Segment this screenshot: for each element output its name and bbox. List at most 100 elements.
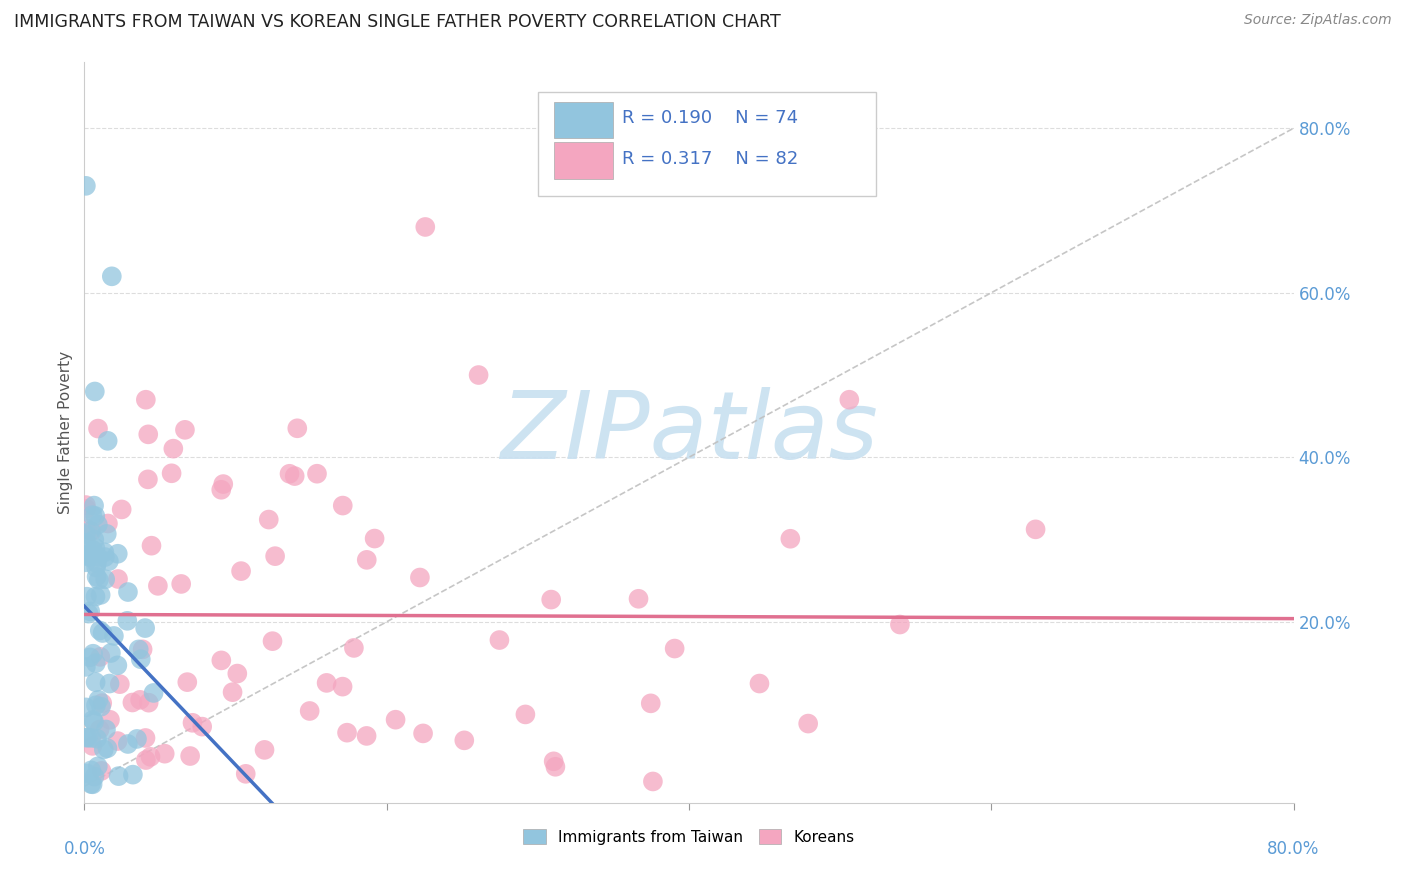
- Point: [86, 570, 108, 584]
- Point: [146, 579, 169, 593]
- Point: [226, 666, 249, 681]
- Point: [135, 392, 157, 407]
- Point: [356, 553, 378, 567]
- Point: [209, 483, 232, 497]
- Point: [142, 686, 165, 700]
- Point: [125, 731, 148, 746]
- FancyBboxPatch shape: [554, 102, 613, 138]
- Point: [153, 747, 176, 761]
- Point: [93, 545, 115, 559]
- Point: [111, 502, 134, 516]
- Point: [82, 777, 104, 791]
- Point: [101, 269, 124, 284]
- Point: [86, 556, 108, 570]
- Point: [84, 698, 107, 713]
- Point: [121, 696, 143, 710]
- Point: [98, 713, 121, 727]
- Point: [75, 502, 97, 516]
- Point: [82, 713, 104, 727]
- Point: [129, 652, 152, 666]
- Point: [488, 633, 510, 648]
- Point: [305, 467, 328, 481]
- Point: [453, 733, 475, 747]
- Point: [117, 585, 139, 599]
- Point: [94, 572, 117, 586]
- Point: [641, 774, 664, 789]
- Point: [93, 742, 115, 756]
- Point: [94, 723, 117, 737]
- Point: [96, 527, 118, 541]
- Point: [138, 696, 160, 710]
- Point: [76, 590, 98, 604]
- Point: [103, 629, 125, 643]
- Point: [170, 577, 193, 591]
- Point: [90, 699, 112, 714]
- Point: [117, 737, 139, 751]
- Point: [80, 777, 103, 791]
- Point: [96, 741, 118, 756]
- Text: R = 0.190    N = 74: R = 0.190 N = 74: [623, 109, 799, 127]
- Point: [315, 676, 337, 690]
- Point: [77, 731, 100, 745]
- Point: [748, 676, 770, 690]
- Point: [191, 720, 214, 734]
- Point: [76, 521, 98, 535]
- Point: [77, 549, 100, 564]
- FancyBboxPatch shape: [538, 92, 876, 195]
- Point: [83, 714, 105, 729]
- Point: [409, 570, 432, 584]
- Point: [97, 554, 120, 568]
- Point: [181, 715, 204, 730]
- Point: [75, 731, 97, 745]
- Point: [139, 749, 162, 764]
- Point: [87, 549, 110, 564]
- Point: [87, 759, 110, 773]
- Point: [75, 178, 97, 193]
- Point: [77, 547, 100, 561]
- Point: [89, 649, 111, 664]
- Point: [1025, 522, 1047, 536]
- Point: [229, 564, 252, 578]
- Point: [221, 685, 243, 699]
- Point: [90, 764, 112, 778]
- Point: [84, 590, 107, 604]
- Point: [90, 588, 112, 602]
- Point: [336, 725, 359, 739]
- Point: [87, 421, 110, 435]
- Point: [253, 743, 276, 757]
- Point: [87, 693, 110, 707]
- Point: [89, 723, 111, 737]
- Point: [79, 650, 101, 665]
- Point: [284, 469, 307, 483]
- Text: IMMIGRANTS FROM TAIWAN VS KOREAN SINGLE FATHER POVERTY CORRELATION CHART: IMMIGRANTS FROM TAIWAN VS KOREAN SINGLE …: [14, 13, 780, 31]
- Point: [84, 508, 107, 523]
- Point: [136, 427, 159, 442]
- Point: [343, 640, 366, 655]
- Point: [108, 677, 131, 691]
- Point: [87, 517, 110, 532]
- Point: [94, 549, 117, 564]
- Point: [107, 769, 129, 783]
- Point: [332, 680, 354, 694]
- Point: [100, 646, 122, 660]
- Point: [79, 524, 101, 538]
- Point: [76, 766, 98, 780]
- Point: [77, 549, 100, 563]
- Point: [97, 434, 120, 448]
- Point: [128, 642, 150, 657]
- Point: [179, 749, 201, 764]
- Point: [77, 607, 100, 621]
- Point: [98, 676, 121, 690]
- Point: [235, 767, 257, 781]
- Y-axis label: Single Father Poverty: Single Father Poverty: [58, 351, 73, 514]
- Point: [278, 467, 301, 481]
- Point: [515, 707, 537, 722]
- Point: [83, 499, 105, 513]
- Point: [889, 617, 911, 632]
- Point: [135, 753, 157, 767]
- Point: [84, 541, 107, 555]
- Point: [89, 624, 111, 638]
- Point: [75, 660, 97, 674]
- Point: [87, 573, 110, 587]
- Point: [298, 704, 321, 718]
